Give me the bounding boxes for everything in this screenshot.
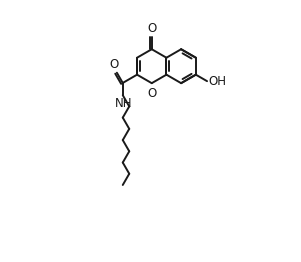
Text: O: O [110, 58, 119, 71]
Text: NH: NH [114, 97, 132, 110]
Text: O: O [147, 22, 157, 35]
Text: O: O [147, 88, 157, 100]
Text: OH: OH [209, 75, 226, 88]
